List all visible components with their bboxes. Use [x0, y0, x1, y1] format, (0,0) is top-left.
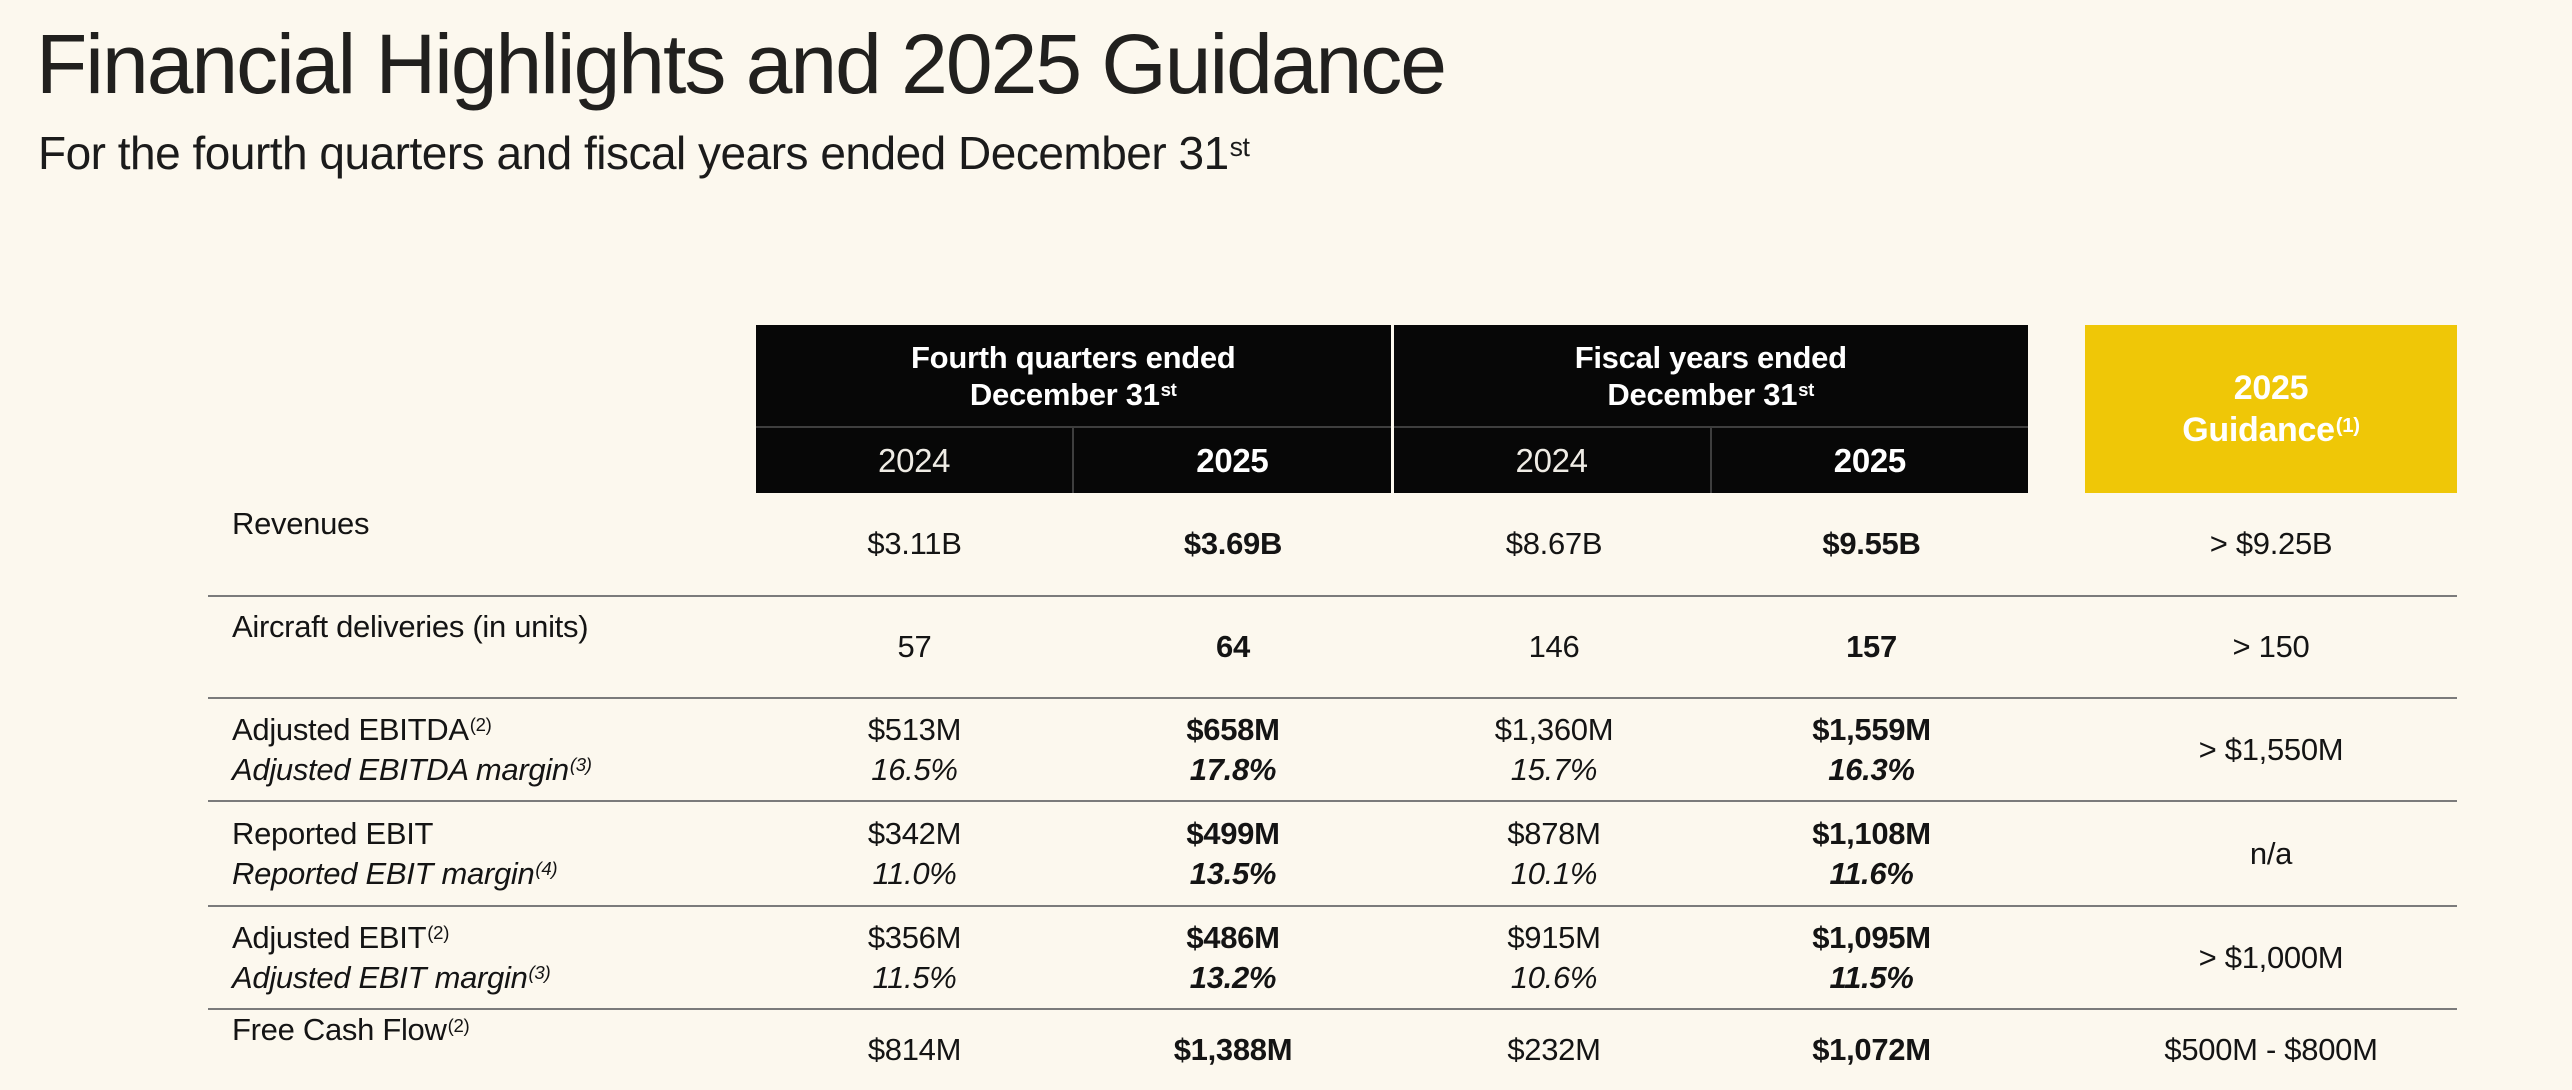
- column-gap: [2028, 597, 2085, 697]
- row-label-sub: [232, 647, 233, 687]
- fy-2024-value: $915M 10.6%: [1507, 919, 1601, 995]
- header-q4-2024: 2024: [878, 441, 951, 479]
- row-label: Adjusted EBITDA(2) Adjusted EBITDA margi…: [208, 699, 756, 800]
- page-subtitle: For the fourth quarters and fiscal years…: [38, 127, 1250, 179]
- column-gap: [2028, 1010, 2085, 1090]
- row-label-main: Reported EBIT: [232, 815, 434, 851]
- header-group-fiscal-years-title: Fiscal years ended December 31st: [1393, 325, 2028, 428]
- table-row: Adjusted EBITDA(2) Adjusted EBITDA margi…: [208, 697, 2457, 800]
- table-column-headers: Fourth quarters ended December 31st 2024…: [756, 325, 2028, 493]
- q4-2024-value: $356M 11.5%: [867, 919, 962, 995]
- guidance-value: n/a: [2249, 835, 2293, 871]
- guidance-value: > $1,000M: [2198, 939, 2344, 975]
- row-label-sub: Reported EBIT margin(4): [232, 855, 558, 891]
- fy-2025-value: $1,095M 11.5%: [1812, 919, 1931, 995]
- fy-2025-value: $1,072M: [1812, 1032, 1931, 1067]
- row-label: Reported EBIT Reported EBIT margin(4): [208, 802, 756, 905]
- table-row: Revenues $3.11B $3.69B $8.67B $9.55B > $…: [208, 493, 2457, 595]
- row-label-sub: Adjusted EBITDA margin(3): [232, 751, 592, 787]
- header-line2: December 31st: [969, 376, 1177, 412]
- q4-2025-value: $486M 13.2%: [1186, 919, 1280, 995]
- q4-2025-value: $499M 13.5%: [1186, 815, 1280, 891]
- fy-2024-value: $8.67B: [1505, 526, 1603, 561]
- table-row: Reported EBIT Reported EBIT margin(4) $3…: [208, 800, 2457, 905]
- header-year-row: 2024 2025: [756, 428, 1391, 493]
- q4-2024-value: $814M: [867, 1032, 962, 1067]
- guidance-value: $500M - $800M: [2164, 1032, 2378, 1067]
- table-row: Adjusted EBIT(2) Adjusted EBIT margin(3)…: [208, 905, 2457, 1008]
- page-title: Financial Highlights and 2025 Guidance: [36, 17, 1447, 111]
- guidance-header: 2025 Guidance(1): [2085, 325, 2457, 493]
- header-year-row: 2024 2025: [1394, 428, 2029, 493]
- q4-2024-value: 57: [897, 629, 932, 664]
- guidance-value: > 150: [2232, 629, 2310, 664]
- row-label-main: Adjusted EBIT(2): [232, 919, 450, 955]
- row-label-main: Aircraft deliveries (in units): [232, 609, 589, 644]
- fy-2024-value: $1,360M 15.7%: [1494, 711, 1614, 787]
- header-fy-2025: 2025: [1709, 428, 2028, 493]
- q4-2024-value: $3.11B: [867, 526, 962, 561]
- row-label: Revenues: [208, 493, 756, 595]
- column-gap: [2028, 699, 2085, 800]
- fy-2025-value: $9.55B: [1822, 526, 1921, 561]
- header-fy-2024: 2024: [1515, 441, 1589, 479]
- table-row: Free Cash Flow(2) $814M $1,388M $232M $1…: [208, 1008, 2457, 1078]
- header-line1: Fourth quarters ended: [911, 339, 1236, 375]
- column-gap: [2028, 907, 2085, 1008]
- header-q4-2025: 2025: [1072, 428, 1390, 493]
- table-row: Aircraft deliveries (in units) 57 64 146…: [208, 595, 2457, 697]
- row-label-sub: [232, 544, 233, 584]
- header-line2: December 31st: [1607, 376, 1815, 412]
- q4-2025-value: $1,388M: [1173, 1032, 1293, 1067]
- header-group-fourth-quarters: Fourth quarters ended December 31st 2024…: [756, 325, 1391, 493]
- fy-2024-value: $232M: [1507, 1032, 1601, 1067]
- q4-2024-value: $342M 11.0%: [867, 815, 962, 891]
- guidance-superscript: (1): [2335, 414, 2360, 437]
- header-group-fourth-quarters-title: Fourth quarters ended December 31st: [756, 325, 1391, 428]
- row-label: Aircraft deliveries (in units): [208, 597, 756, 697]
- column-gap: [2028, 802, 2085, 905]
- header-superscript: st: [1798, 379, 1815, 401]
- row-label: Adjusted EBIT(2) Adjusted EBIT margin(3): [208, 907, 756, 1008]
- guidance-header-line1: 2025: [2233, 369, 2309, 407]
- header-group-fiscal-years: Fiscal years ended December 31st 2024 20…: [1393, 325, 2029, 493]
- fy-2025-value: 157: [1846, 629, 1897, 664]
- fy-2024-value: $878M 10.1%: [1507, 815, 1601, 891]
- guidance-value: > $1,550M: [2198, 731, 2344, 767]
- header-line1: Fiscal years ended: [1574, 339, 1847, 375]
- q4-2025-value: 64: [1216, 629, 1250, 664]
- row-label-sub: [232, 1050, 233, 1090]
- column-gap: [2028, 493, 2085, 595]
- financial-table: Revenues $3.11B $3.69B $8.67B $9.55B > $…: [208, 493, 2457, 1078]
- fy-2025-value: $1,559M 16.3%: [1812, 711, 1931, 787]
- row-label-main: Revenues: [232, 506, 370, 541]
- header-superscript: st: [1160, 379, 1177, 401]
- page-subtitle-superscript: st: [1229, 131, 1250, 162]
- row-label-main: Free Cash Flow(2): [232, 1012, 470, 1047]
- row-label-sub: Adjusted EBIT margin(3): [232, 959, 551, 995]
- fy-2024-value: 146: [1528, 629, 1580, 664]
- fy-2025-value: $1,108M 11.6%: [1812, 815, 1931, 891]
- q4-2025-value: $3.69B: [1183, 526, 1283, 561]
- row-label: Free Cash Flow(2): [208, 1010, 756, 1090]
- q4-2025-value: $658M 17.8%: [1186, 711, 1280, 787]
- page-subtitle-text: For the fourth quarters and fiscal years…: [38, 127, 1229, 179]
- row-label-main: Adjusted EBITDA(2): [232, 711, 492, 747]
- guidance-header-line2: Guidance(1): [2182, 411, 2360, 449]
- guidance-value: > $9.25B: [2209, 526, 2333, 561]
- q4-2024-value: $513M 16.5%: [867, 711, 962, 787]
